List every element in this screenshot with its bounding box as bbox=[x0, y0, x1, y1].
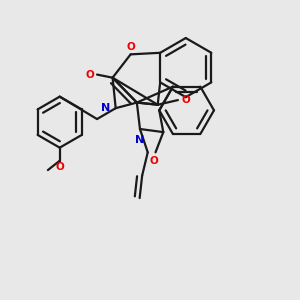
Text: N: N bbox=[135, 135, 145, 145]
Text: O: O bbox=[126, 42, 135, 52]
Text: N: N bbox=[101, 103, 110, 113]
Text: O: O bbox=[150, 156, 158, 166]
Text: O: O bbox=[85, 70, 94, 80]
Text: O: O bbox=[181, 95, 190, 105]
Text: O: O bbox=[55, 162, 64, 172]
